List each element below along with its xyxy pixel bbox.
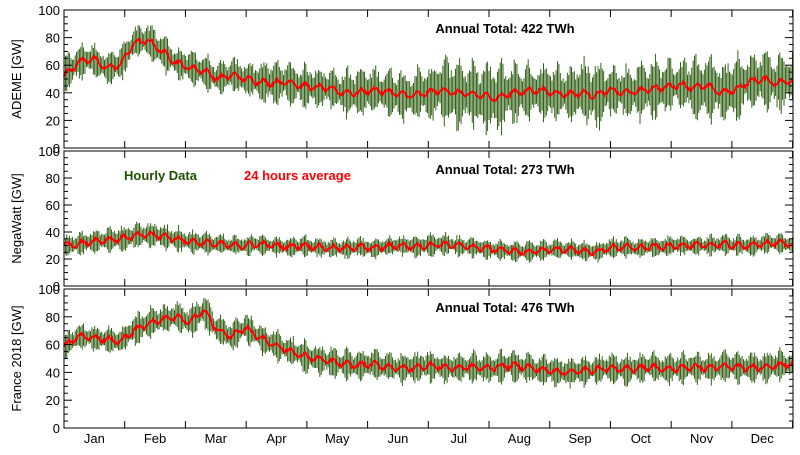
y-tick-label: 60 — [46, 338, 60, 353]
y-tick-label: 60 — [46, 58, 60, 73]
average-series — [63, 37, 794, 103]
y-tick-label: 0 — [53, 141, 60, 156]
average-series — [63, 309, 794, 377]
panel-2: 0 20 40 60 80 100 NegaWatt [GW] Annual Total: 2… — [9, 144, 794, 294]
x-tick-label-oct: Oct — [631, 431, 652, 446]
y-tick-label: 80 — [46, 171, 60, 186]
y-tick-label: 40 — [46, 225, 60, 240]
y-tick-label: 0 — [53, 279, 60, 294]
y-tick-label: 20 — [46, 252, 60, 267]
y-tick-label: 60 — [46, 198, 60, 213]
x-tick-label-sep: Sep — [569, 431, 592, 446]
y-tick-label: 40 — [46, 365, 60, 380]
legend-average-label: 24 hours average — [244, 168, 351, 183]
x-tick-label-nov: Nov — [690, 431, 714, 446]
x-tick-label-dec: Dec — [751, 431, 775, 446]
y-tick-label: 100 — [38, 282, 60, 297]
legend-hourly-label: Hourly Data — [124, 168, 198, 183]
y-tick-label: 20 — [46, 393, 60, 408]
y-tick-label: 80 — [46, 310, 60, 325]
average-series — [63, 229, 794, 258]
x-tick-label-mar: Mar — [205, 431, 228, 446]
y-tick-label: 100 — [38, 144, 60, 159]
x-tick-label-feb: Feb — [144, 431, 166, 446]
annual-total-annotation: Annual Total: 476 TWh — [435, 300, 574, 315]
panel-1: 0 20 40 60 80 100 ADEME [GW] Annual Total: 422 … — [9, 3, 794, 156]
x-tick-label-aug: Aug — [508, 431, 531, 446]
y-tick-label: 20 — [46, 113, 60, 128]
panel-3: 0 20 40 60 80 100 France 2018 [GW] Annual Total… — [9, 282, 794, 436]
x-tick-label-jan: Jan — [84, 431, 105, 446]
annual-total-annotation: Annual Total: 422 TWh — [435, 21, 574, 36]
y-tick-label: 0 — [53, 421, 60, 436]
y-tick-label: 80 — [46, 31, 60, 46]
x-tick-label-apr: Apr — [266, 431, 287, 446]
x-tick-label-jul: Jul — [450, 431, 467, 446]
y-axis-label: ADEME [GW] — [9, 39, 24, 118]
y-tick-label: 100 — [38, 3, 60, 18]
x-tick-label-jun: Jun — [387, 431, 408, 446]
y-tick-label: 40 — [46, 86, 60, 101]
y-axis-label: France 2018 [GW] — [9, 305, 24, 411]
x-tick-labels: Jan Feb Mar Apr May Jun Jul Aug Sep Oct Nov Dec — [84, 431, 774, 446]
annual-total-annotation: Annual Total: 273 TWh — [435, 162, 574, 177]
y-axis-label: NegaWatt [GW] — [9, 173, 24, 264]
x-tick-label-may: May — [325, 431, 350, 446]
panels-layer: 0 20 40 60 80 100 ADEME [GW] Annual Total: 422 … — [9, 3, 794, 436]
